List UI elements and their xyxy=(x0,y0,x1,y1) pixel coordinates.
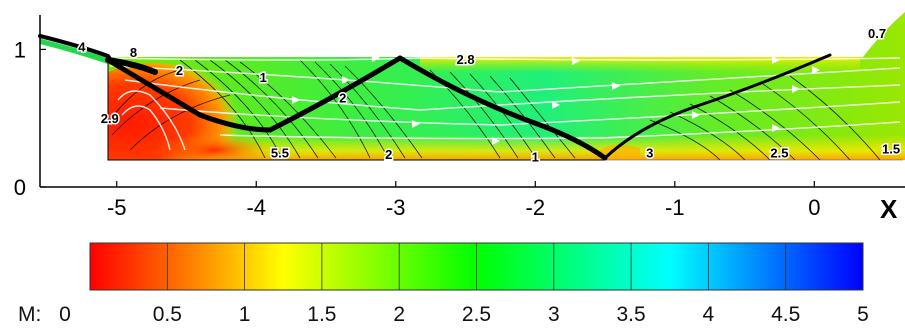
contour-labels: 4 8 2 1 2 2.8 0.7 2.9 5.5 2 1 3 2.5 1.5 xyxy=(77,24,902,166)
colorbar-tick-label: 1.5 xyxy=(307,303,336,326)
colorbar-tick-label: 4.5 xyxy=(771,303,800,326)
contour-label: 2 xyxy=(176,63,183,78)
colorbar-tick-label: 1 xyxy=(239,303,251,326)
contour-label: 2 xyxy=(385,147,392,162)
colorbar-tick-label: 0 xyxy=(59,303,71,326)
colorbar-label: M: xyxy=(18,303,41,326)
x-tick-label: -1 xyxy=(665,195,685,220)
colorbar-tick-label: 2 xyxy=(393,303,405,326)
colorbar-tick-label: 3 xyxy=(548,303,560,326)
colorbar-tick-label: 2.5 xyxy=(462,303,491,326)
contour-label: 2 xyxy=(339,91,346,106)
contour-label: 4 xyxy=(78,40,86,55)
contour-label: 8 xyxy=(130,45,137,60)
colorbar-dividers xyxy=(166,243,787,290)
colorbar: M: 0 0.5 1 1.5 2 2.5 3 3.5 4 4.5 5 xyxy=(18,242,869,326)
x-ticks: -5 -4 -3 -2 -1 0 xyxy=(107,181,820,220)
contour-label: 2.5 xyxy=(770,146,788,161)
colorbar-tick-label: 3.5 xyxy=(616,303,645,326)
contour-label: 5.5 xyxy=(271,146,289,161)
x-tick-label: -5 xyxy=(107,195,127,220)
contour-label: 3 xyxy=(646,146,653,161)
contour-label: 1 xyxy=(260,70,267,85)
colorbar-tick-label: 5 xyxy=(857,303,869,326)
y-tick-label: 0 xyxy=(14,175,26,200)
contour-label: 1 xyxy=(532,150,539,165)
colorbar-tick-label: 4 xyxy=(703,303,715,326)
y-tick-label: 1 xyxy=(14,37,26,62)
contour-label: 0.7 xyxy=(868,26,886,41)
colorbar-tick-label: 0.5 xyxy=(153,303,182,326)
contour-label: 1.5 xyxy=(882,141,900,156)
contour-label: 2.9 xyxy=(101,111,119,126)
x-tick-label: -4 xyxy=(246,195,266,220)
y-ticks: 01 xyxy=(14,37,46,200)
x-tick-label: 0 xyxy=(808,195,820,220)
axes: -5 -4 -3 -2 -1 0 01 X xyxy=(14,15,905,224)
colorbar-ticks: 0 0.5 1 1.5 2 2.5 3 3.5 4 4.5 5 xyxy=(59,303,869,326)
contour-label: 2.8 xyxy=(456,52,474,67)
x-axis-label: X xyxy=(880,194,898,224)
x-tick-label: -2 xyxy=(526,195,546,220)
x-tick-label: -3 xyxy=(386,195,406,220)
